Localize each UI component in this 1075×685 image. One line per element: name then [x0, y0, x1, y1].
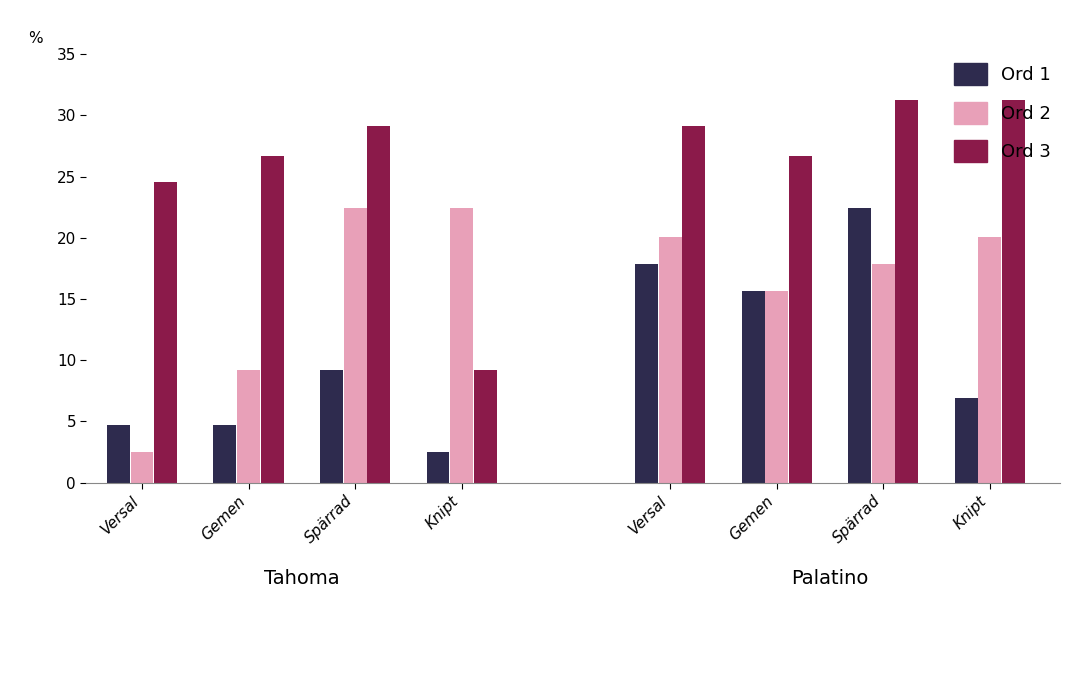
Bar: [742, 290, 764, 483]
Bar: [659, 236, 682, 483]
Bar: [683, 127, 705, 483]
Bar: [238, 370, 260, 483]
Bar: [978, 236, 1001, 483]
Bar: [635, 264, 658, 483]
Bar: [474, 370, 497, 483]
Bar: [214, 425, 236, 483]
Bar: [1002, 99, 1024, 483]
Text: Palatino: Palatino: [791, 569, 869, 588]
Bar: [130, 452, 154, 483]
Bar: [848, 208, 871, 483]
Bar: [765, 290, 788, 483]
Bar: [872, 264, 894, 483]
Text: %: %: [28, 31, 43, 46]
Bar: [427, 452, 449, 483]
Bar: [344, 208, 367, 483]
Text: Tahoma: Tahoma: [264, 569, 340, 588]
Bar: [260, 156, 284, 483]
Legend: Ord 1, Ord 2, Ord 3: Ord 1, Ord 2, Ord 3: [955, 63, 1051, 162]
Bar: [320, 370, 343, 483]
Bar: [106, 425, 130, 483]
Bar: [895, 99, 918, 483]
Bar: [955, 398, 977, 483]
Bar: [450, 208, 473, 483]
Bar: [789, 156, 812, 483]
Bar: [368, 127, 390, 483]
Bar: [154, 182, 177, 483]
